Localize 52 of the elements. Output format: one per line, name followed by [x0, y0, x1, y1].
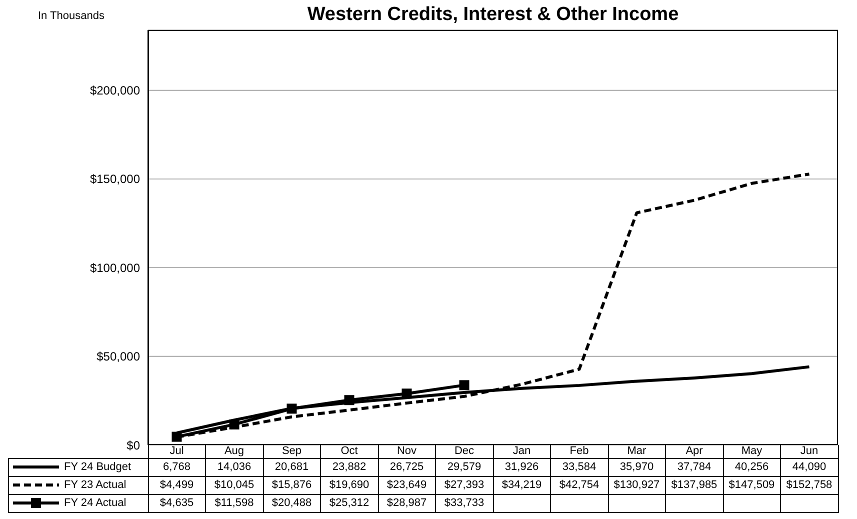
data-label: $42,754	[550, 476, 608, 494]
data-label: $33,733	[436, 494, 493, 512]
data-label: $10,045	[206, 476, 263, 494]
data-label: 14,036	[206, 458, 263, 476]
data-label: 6,768	[148, 458, 206, 476]
data-label: 26,725	[378, 458, 436, 476]
data-label: 23,882	[320, 458, 378, 476]
y-tick-label: $200,000	[90, 84, 140, 98]
x-tick-label: May	[723, 445, 780, 458]
x-tick-label: Dec	[436, 445, 493, 458]
data-label: 44,090	[780, 458, 838, 476]
data-label: $15,876	[263, 476, 320, 494]
legend-label: FY 24 Budget	[8, 458, 148, 476]
data-label: 40,256	[723, 458, 780, 476]
data-label: $152,758	[780, 476, 838, 494]
data-label: $4,635	[148, 494, 206, 512]
data-label: $4,499	[148, 476, 206, 494]
x-tick-label: Apr	[666, 445, 723, 458]
data-label: $23,649	[378, 476, 436, 494]
y-tick-label: $100,000	[90, 260, 140, 275]
data-label: $34,219	[493, 476, 550, 494]
data-label: 29,579	[436, 458, 493, 476]
data-label: $137,985	[666, 476, 723, 494]
x-tick-label: Sep	[263, 445, 320, 458]
data-label: 20,681	[263, 458, 320, 476]
data-label: $19,690	[320, 476, 378, 494]
x-tick-label: Oct	[320, 445, 378, 458]
x-tick-label: Mar	[608, 445, 666, 458]
data-label: $25,312	[320, 494, 378, 512]
text: In Thousands	[38, 10, 104, 22]
x-tick-label: Aug	[206, 445, 263, 458]
data-label: $130,927	[608, 476, 666, 494]
data-label: 35,970	[608, 458, 666, 476]
legend-label: FY 24 Actual	[8, 494, 148, 512]
y-tick-label: $50,000	[96, 350, 140, 364]
data-label: $20,488	[263, 494, 320, 512]
y-tick-label: $0	[126, 438, 140, 452]
chart-title: Western Credits, Interest & Other Income	[306, 4, 680, 26]
x-tick-label: Jan	[493, 445, 550, 458]
legend-label: FY 23 Actual	[8, 476, 148, 494]
data-label: $27,393	[436, 476, 493, 494]
x-tick-label: Feb	[550, 445, 608, 458]
y-tick-label: $150,000	[90, 172, 140, 186]
x-tick-label: Nov	[378, 445, 436, 458]
data-label: 37,784	[666, 458, 723, 476]
data-label: $11,598	[206, 494, 263, 512]
x-tick-label: Jul	[148, 445, 206, 458]
data-label: $147,509	[723, 476, 780, 494]
data-label: 31,926	[493, 458, 550, 476]
x-tick-label: Jun	[780, 445, 838, 458]
data-label: 33,584	[550, 458, 608, 476]
data-label: $28,987	[378, 494, 436, 512]
